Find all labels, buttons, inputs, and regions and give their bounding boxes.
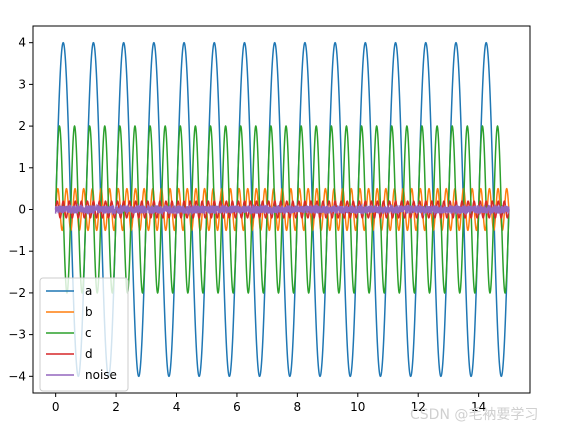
x-tick-label: 0 [52, 400, 60, 414]
y-tick-label: 1 [18, 161, 26, 175]
series-line-noise [54, 202, 510, 217]
y-tick-label: −4 [8, 369, 26, 383]
x-tick-label: 2 [112, 400, 120, 414]
y-tick-label: 2 [18, 119, 26, 133]
y-tick-label: −3 [8, 328, 26, 342]
legend-box [39, 277, 129, 392]
x-tick-label: 10 [350, 400, 365, 414]
legend-label-a: a [85, 284, 92, 298]
x-tick-label: 8 [294, 400, 302, 414]
x-tick-label: 14 [471, 400, 486, 414]
x-axis: 0 2 4 6 8 10 12 14 [52, 393, 486, 414]
x-tick-label: 4 [173, 400, 181, 414]
y-tick-label: −1 [8, 244, 26, 258]
y-axis: −4 −3 −2 −1 0 1 2 3 4 [8, 36, 33, 383]
series-layer [54, 41, 510, 378]
legend-label-d: d [85, 347, 93, 361]
y-tick-label: 4 [18, 36, 26, 50]
y-tick-label: 3 [18, 77, 26, 91]
y-tick-label: −2 [8, 286, 26, 300]
legend-label-c: c [85, 326, 92, 340]
legend-label-noise: noise [85, 368, 117, 382]
watermark: CSDN @毛衲要学习 [410, 407, 539, 423]
legend-label-b: b [85, 305, 93, 319]
x-tick-label: 12 [411, 400, 426, 414]
x-tick-label: 6 [233, 400, 241, 414]
y-tick-label: 0 [18, 203, 26, 217]
